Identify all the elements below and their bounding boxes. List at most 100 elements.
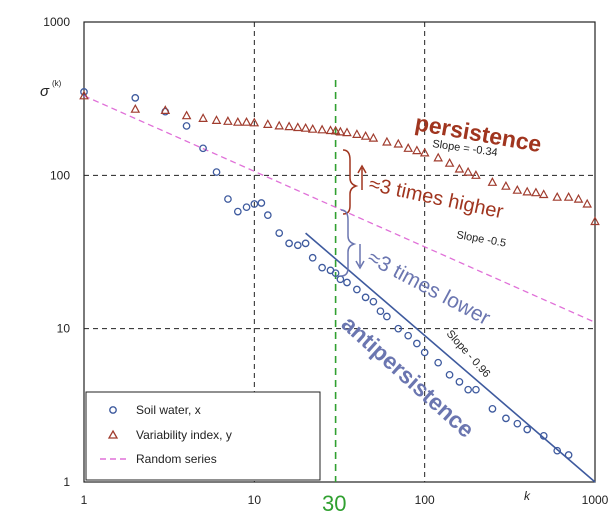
- point-variability-index: [487, 177, 498, 186]
- point-variability-index: [241, 116, 252, 126]
- point-variability-index: [433, 152, 444, 162]
- point-soil-water: [539, 431, 548, 440]
- x-tick-label: 1000: [582, 493, 609, 507]
- point-soil-water: [564, 451, 573, 459]
- point-variability-index: [590, 216, 600, 226]
- point-soil-water: [523, 425, 532, 434]
- legend-label-random: Random series: [136, 452, 217, 466]
- point-soil-water: [404, 331, 413, 340]
- point-variability-index: [573, 193, 584, 203]
- point-soil-water: [293, 241, 302, 250]
- point-soil-water: [308, 253, 317, 262]
- x-axis-label: k: [524, 489, 531, 503]
- point-soil-water: [376, 307, 385, 316]
- point-variability-index: [412, 145, 422, 155]
- point-variability-index: [223, 116, 233, 125]
- point-soil-water: [434, 358, 443, 367]
- point-variability-index: [512, 184, 523, 194]
- y-tick-label: 100: [50, 168, 70, 182]
- point-variability-index: [232, 116, 243, 126]
- point-soil-water: [233, 207, 242, 216]
- arrow-down: [355, 244, 365, 270]
- point-variability-index: [563, 191, 574, 201]
- legend-label-variability: Variability index, y: [136, 428, 232, 442]
- point-variability-index: [262, 119, 273, 128]
- point-variability-index: [582, 198, 593, 208]
- point-variability-index: [79, 90, 89, 100]
- point-soil-water: [199, 144, 207, 153]
- point-soil-water: [182, 122, 191, 130]
- point-soil-water: [553, 446, 562, 455]
- x-tick-labels: 1 10 100 1000: [81, 493, 609, 507]
- y-tick-labels: 1 10 100 1000: [43, 15, 70, 489]
- legend-marker-soil-water: [109, 406, 117, 414]
- point-variability-index: [531, 187, 541, 197]
- point-variability-index: [274, 120, 285, 130]
- legend: Soil water, x Variability index, y Rando…: [85, 391, 321, 481]
- point-soil-water: [263, 211, 272, 219]
- point-variability-index: [130, 103, 141, 113]
- point-variability-index: [284, 121, 294, 131]
- point-variability-index: [419, 147, 430, 157]
- point-soil-water: [331, 269, 340, 278]
- point-variability-index: [249, 117, 260, 127]
- marker-line-label: 30: [322, 491, 346, 516]
- point-soil-water: [318, 263, 326, 272]
- point-variability-index: [393, 138, 404, 148]
- point-variability-index: [307, 123, 318, 133]
- arrow-up: [357, 164, 367, 190]
- point-soil-water: [502, 414, 510, 423]
- point-soil-water: [488, 404, 497, 413]
- point-soil-water: [285, 239, 293, 248]
- point-soil-water: [394, 324, 403, 333]
- point-variability-index: [444, 157, 455, 167]
- point-variability-index: [292, 122, 303, 132]
- series-line-random: [83, 95, 596, 323]
- point-soil-water: [353, 285, 361, 294]
- legend-box: [85, 391, 321, 481]
- point-soil-water: [383, 312, 391, 321]
- point-variability-index: [471, 170, 481, 179]
- point-soil-water: [275, 229, 284, 237]
- point-soil-water: [361, 293, 370, 302]
- point-soil-water: [212, 168, 221, 176]
- point-soil-water: [472, 385, 480, 394]
- point-variability-index: [211, 115, 222, 124]
- point-variability-index: [501, 180, 511, 190]
- point-variability-index: [522, 186, 533, 196]
- point-variability-index: [342, 127, 352, 137]
- point-soil-water: [464, 385, 472, 394]
- x-tick-label: 1: [81, 493, 88, 507]
- point-variability-index: [198, 113, 208, 122]
- y-tick-label: 1: [63, 475, 70, 489]
- point-soil-water: [413, 339, 421, 348]
- point-variability-index: [335, 126, 346, 136]
- series-points: [79, 88, 600, 459]
- point-soil-water: [250, 200, 259, 208]
- point-soil-water: [513, 419, 522, 428]
- point-variability-index: [360, 130, 371, 140]
- grid: [84, 22, 595, 482]
- point-soil-water: [445, 370, 454, 379]
- point-variability-index: [160, 105, 171, 114]
- point-variability-index: [382, 136, 392, 146]
- x-tick-label: 100: [415, 493, 435, 507]
- point-variability-index: [538, 189, 549, 199]
- x-tick-label: 10: [248, 493, 262, 507]
- point-variability-index: [352, 129, 362, 138]
- point-variability-index: [403, 143, 414, 152]
- fit-line-antipersistence: [305, 232, 596, 483]
- point-variability-index: [463, 166, 473, 176]
- y-tick-label: 1000: [43, 15, 70, 29]
- point-soil-water: [80, 88, 88, 96]
- point-soil-water: [131, 94, 140, 102]
- legend-label-soil-water: Soil water, x: [136, 403, 201, 417]
- point-soil-water: [343, 278, 351, 287]
- point-soil-water: [455, 377, 464, 386]
- point-soil-water: [224, 195, 232, 203]
- point-variability-index: [552, 191, 563, 201]
- y-tick-label: 10: [57, 322, 71, 336]
- point-variability-index: [325, 125, 336, 135]
- point-soil-water: [257, 199, 266, 207]
